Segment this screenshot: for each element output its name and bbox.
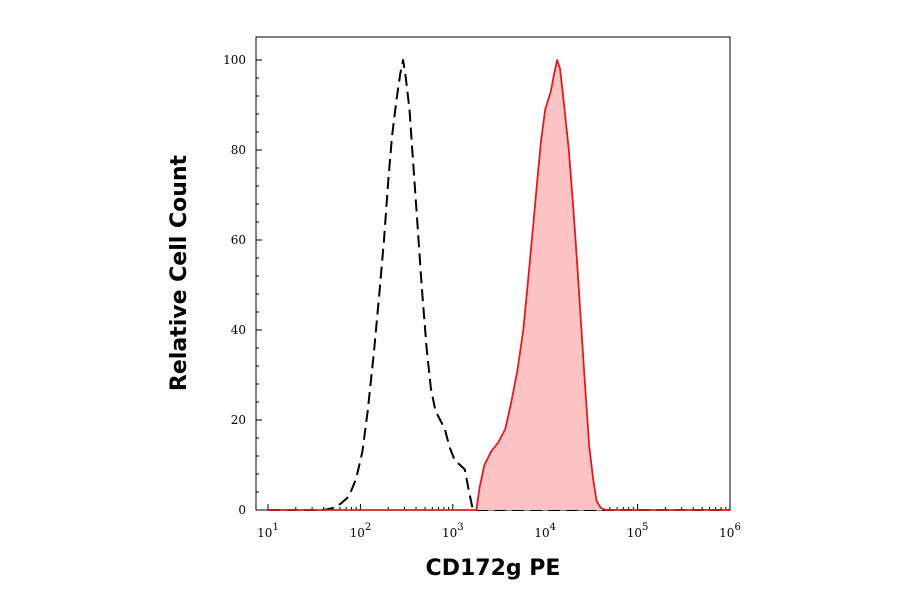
x-tick-label: 104 [534, 522, 556, 540]
y-tick-label: 40 [231, 323, 246, 337]
y-axis-title: Relative Cell Count [167, 154, 192, 391]
x-tick-label: 101 [257, 522, 279, 540]
y-tick-label: 60 [231, 233, 246, 247]
y-tick-label: 80 [231, 143, 246, 157]
stained-histogram-line [268, 59, 730, 511]
control-histogram-line [268, 59, 730, 511]
y-axis: 0 20 40 60 80 100 [223, 53, 262, 517]
y-tick-label: 100 [223, 53, 246, 67]
x-tick-label: 105 [627, 522, 649, 540]
x-tick-label: 102 [350, 522, 372, 540]
y-tick-label: 0 [238, 503, 246, 517]
x-axis-title: CD172g PE [426, 556, 561, 581]
y-tick-label: 20 [231, 413, 246, 427]
x-tick-label: 103 [442, 522, 464, 540]
x-tick-label: 106 [719, 522, 741, 540]
plot-frame [255, 36, 731, 511]
series-layer [268, 59, 730, 511]
